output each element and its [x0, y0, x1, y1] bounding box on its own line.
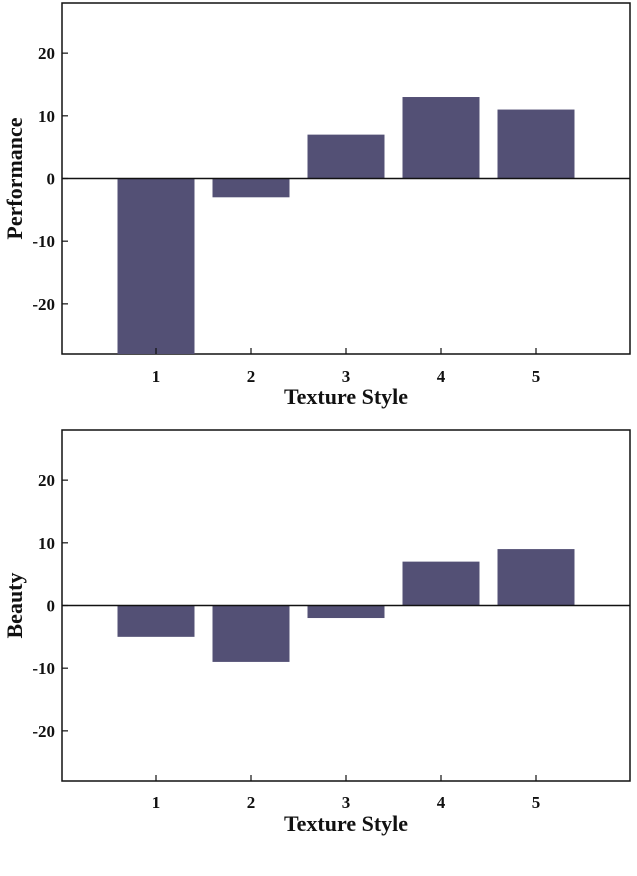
y-tick-label: 10: [38, 107, 55, 126]
y-axis-label: Beauty: [2, 573, 27, 639]
y-tick-label: 0: [47, 597, 56, 616]
x-axis-label: Texture Style: [284, 384, 408, 409]
x-tick-label: 4: [437, 793, 446, 812]
x-tick-label: 5: [532, 793, 541, 812]
y-tick-label: -10: [32, 659, 55, 678]
bar-1: [117, 605, 195, 637]
y-tick-label: -20: [32, 722, 55, 741]
bar-3: [307, 134, 385, 179]
x-tick-label: 5: [532, 367, 541, 386]
x-tick-label: 3: [342, 367, 351, 386]
y-tick-label: -10: [32, 232, 55, 251]
bar-2: [212, 605, 290, 662]
y-axis-label: Performance: [2, 117, 27, 239]
chart-panel-1: -20 -10 0 10 20 1 2 3 4 5 Texture Style Performance: [2, 2, 631, 409]
y-tick-label: -20: [32, 295, 55, 314]
x-tick-label: 1: [152, 793, 161, 812]
bar-3: [307, 605, 385, 619]
bar-4: [402, 561, 480, 606]
bar-1: [117, 178, 195, 354]
x-tick-label: 2: [247, 793, 256, 812]
x-tick-label: 2: [247, 367, 256, 386]
bar-2: [212, 178, 290, 198]
bar-5: [497, 549, 575, 606]
x-tick-label: 1: [152, 367, 161, 386]
x-tick-label: 4: [437, 367, 446, 386]
x-tick-label: 3: [342, 793, 351, 812]
y-tick-label: 20: [38, 471, 55, 490]
y-tick-label: 20: [38, 44, 55, 63]
bar-4: [402, 97, 480, 179]
x-axis-label: Texture Style: [284, 811, 408, 836]
y-tick-label: 0: [47, 170, 56, 189]
bar-5: [497, 109, 575, 179]
y-tick-label: 10: [38, 534, 55, 553]
chart-panel-2: -20 -10 0 10 20 1 2 3 4 5 Texture Style Beauty: [2, 429, 631, 836]
